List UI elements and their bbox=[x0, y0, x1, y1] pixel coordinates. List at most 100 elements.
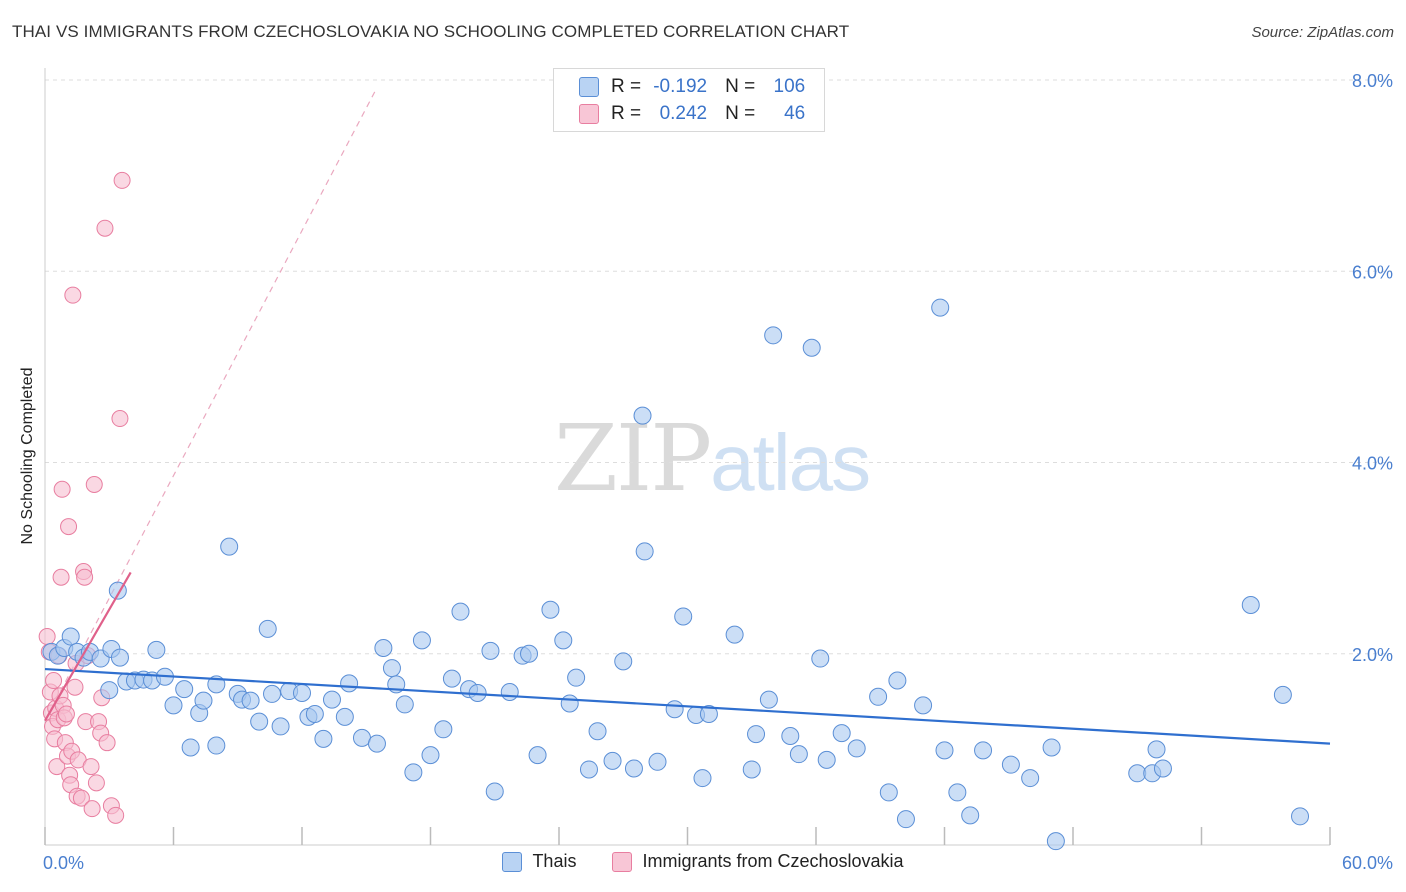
thais-point bbox=[340, 674, 359, 693]
czech-points-layer bbox=[38, 171, 131, 824]
trend-extension-layer bbox=[44, 87, 378, 721]
series-legend: Thais Immigrants from Czechoslovakia bbox=[0, 851, 1406, 872]
thais-point bbox=[633, 406, 652, 425]
thais-point bbox=[175, 680, 194, 699]
thais-point bbox=[847, 739, 866, 758]
thais-point bbox=[665, 700, 684, 719]
thais-point bbox=[314, 729, 333, 748]
thais-point bbox=[614, 652, 633, 671]
legend-item-thais: Thais bbox=[502, 851, 576, 872]
correlation-legend: R = -0.192 N = 106 R = 0.242 N = 46 bbox=[553, 68, 825, 132]
legend-item-czech: Immigrants from Czechoslovakia bbox=[612, 851, 904, 872]
thais-point bbox=[869, 687, 888, 706]
thais-point bbox=[811, 649, 830, 668]
thais-point bbox=[832, 724, 851, 743]
thais-point bbox=[896, 810, 915, 829]
n-label: N = bbox=[725, 76, 756, 97]
thais-point bbox=[271, 717, 290, 736]
thais-point bbox=[742, 760, 761, 779]
thais-point bbox=[335, 707, 354, 726]
thais-point bbox=[207, 736, 226, 755]
thais-swatch bbox=[502, 851, 523, 872]
thais-point bbox=[560, 694, 579, 713]
thais-point bbox=[603, 751, 622, 770]
thais-point bbox=[367, 734, 386, 753]
thais-point bbox=[412, 631, 431, 650]
n-value: 46 bbox=[784, 103, 806, 124]
thais-point bbox=[725, 625, 744, 644]
trend-lines-layer bbox=[44, 571, 1331, 745]
thais-point bbox=[451, 602, 470, 621]
thais-point bbox=[164, 696, 183, 715]
tick-labels: 2.0% 4.0% 6.0% 8.0% 0.0% 60.0% bbox=[43, 71, 1393, 873]
thais-point bbox=[382, 659, 401, 678]
thais-point bbox=[1001, 755, 1020, 774]
axes bbox=[44, 68, 1331, 846]
thais-point bbox=[699, 704, 718, 723]
thais-point bbox=[442, 669, 461, 688]
thais-point bbox=[579, 760, 598, 779]
thais-point bbox=[293, 683, 311, 702]
czech-point bbox=[98, 734, 116, 752]
r-label: R = bbox=[611, 76, 642, 97]
y-tick-label: 4.0% bbox=[1352, 454, 1393, 474]
thais-point bbox=[1273, 685, 1292, 704]
thais-point bbox=[61, 627, 80, 646]
r-label: R = bbox=[611, 103, 642, 124]
legend-label-czech: Immigrants from Czechoslovakia bbox=[642, 851, 904, 871]
czech-point bbox=[111, 410, 129, 428]
y-tick-label: 6.0% bbox=[1352, 262, 1393, 282]
czech-point bbox=[72, 789, 90, 807]
x-tick-label: 0.0% bbox=[43, 853, 84, 873]
legend-row-thais: R = -0.192 N = 106 bbox=[554, 74, 805, 100]
thais-point bbox=[404, 763, 423, 782]
thais-point bbox=[554, 631, 573, 650]
czech-trend-extension bbox=[44, 87, 378, 721]
thais-point bbox=[1042, 738, 1061, 757]
thais-point bbox=[1147, 740, 1166, 759]
thais-point bbox=[747, 725, 766, 744]
legend-row-czech: R = 0.242 N = 46 bbox=[554, 101, 805, 127]
thais-point bbox=[1021, 769, 1040, 788]
thais-point bbox=[481, 641, 500, 660]
czech-swatch bbox=[579, 104, 599, 124]
thais-point bbox=[322, 690, 341, 709]
thais-point bbox=[1046, 832, 1065, 851]
thais-point bbox=[764, 326, 783, 345]
thais-point bbox=[110, 648, 129, 667]
czech-point bbox=[60, 518, 78, 536]
thais-point bbox=[1241, 595, 1260, 614]
czech-swatch bbox=[612, 851, 633, 872]
thais-point bbox=[781, 726, 800, 745]
thais-point bbox=[931, 298, 950, 317]
thais-point bbox=[194, 691, 213, 710]
n-label: N = bbox=[725, 103, 756, 124]
thais-point bbox=[421, 746, 440, 765]
thais-point bbox=[181, 738, 200, 757]
thais-points-layer bbox=[42, 298, 1310, 851]
thais-point bbox=[1153, 759, 1172, 778]
thais-point bbox=[948, 783, 967, 802]
thais-swatch bbox=[579, 77, 599, 97]
czech-point bbox=[53, 480, 71, 498]
czech-point bbox=[85, 475, 103, 493]
thais-point bbox=[263, 684, 282, 703]
y-tick-label: 2.0% bbox=[1352, 645, 1393, 665]
czech-point bbox=[64, 286, 82, 304]
thais-point bbox=[520, 644, 539, 663]
thais-point bbox=[588, 722, 607, 741]
thais-point bbox=[802, 338, 821, 357]
czech-point bbox=[83, 800, 101, 818]
thais-point bbox=[1128, 764, 1147, 783]
czech-point bbox=[82, 758, 100, 776]
thais-point bbox=[395, 695, 414, 714]
thais-point bbox=[914, 696, 933, 715]
legend-label-thais: Thais bbox=[532, 851, 577, 871]
thais-point bbox=[434, 720, 453, 739]
thais-point bbox=[974, 741, 993, 760]
thais-point bbox=[1291, 807, 1310, 826]
czech-point bbox=[38, 628, 56, 646]
y-tick-label: 8.0% bbox=[1352, 71, 1393, 91]
thais-point bbox=[674, 607, 693, 626]
thais-point bbox=[789, 745, 808, 764]
